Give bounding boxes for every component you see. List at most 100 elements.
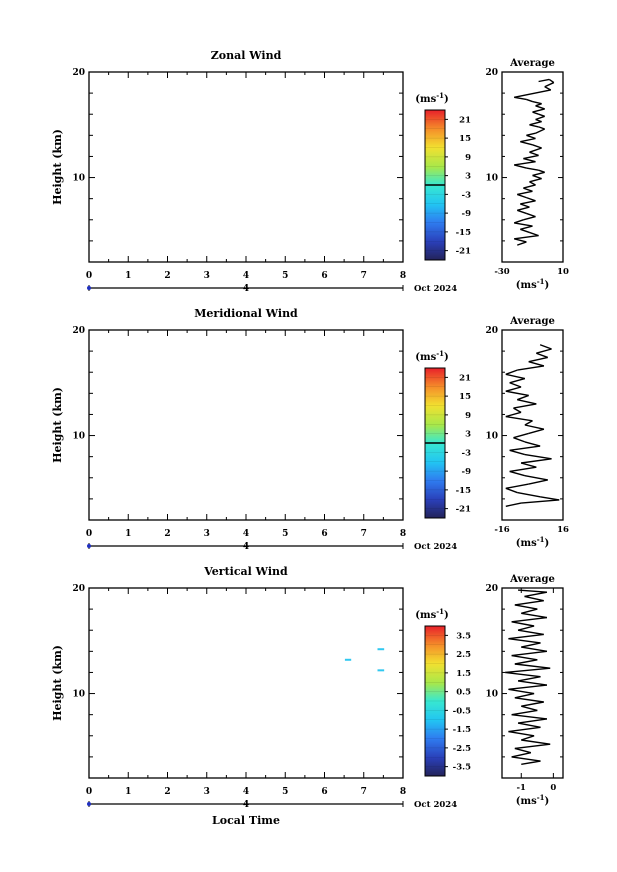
colorbar-tick-label: -2.5 bbox=[453, 744, 471, 754]
profile-segment bbox=[508, 684, 548, 691]
colorbar-tick-label: 3 bbox=[465, 172, 471, 182]
x-tick-label: 6 bbox=[321, 529, 327, 539]
profile-segment bbox=[528, 356, 548, 363]
profile-segment bbox=[511, 621, 535, 627]
average-x-tick-label: 10 bbox=[557, 267, 569, 277]
profile-segment bbox=[508, 726, 541, 733]
profile-segment bbox=[544, 81, 555, 88]
profile-segment bbox=[535, 105, 545, 110]
average-x-tick-label: -1 bbox=[517, 783, 527, 793]
x-tick-label: 2 bbox=[164, 271, 170, 281]
panel-3: Vertical Wind 0 1 2 3 4 5 6 7 8 10 20 Height (km) 4 Oc… bbox=[51, 565, 564, 827]
profile-segment bbox=[526, 132, 536, 137]
average-x-tick-label: -30 bbox=[494, 267, 509, 277]
profile-segment bbox=[505, 386, 522, 392]
average-x-label-exp: -1 bbox=[537, 535, 545, 544]
profile-segment bbox=[505, 483, 529, 490]
profile-segment bbox=[505, 415, 533, 422]
x-tick-label: 5 bbox=[282, 529, 288, 539]
profile-segment bbox=[508, 637, 541, 644]
colorbar-tick-label: 3.5 bbox=[456, 631, 471, 641]
profile-segment bbox=[532, 111, 539, 115]
profile-segment bbox=[505, 487, 518, 494]
profile-segment bbox=[505, 369, 518, 375]
x-tick-label: 0 bbox=[86, 529, 92, 539]
date-marker bbox=[87, 544, 91, 548]
profile-segment bbox=[508, 688, 535, 695]
profile-segment bbox=[520, 225, 533, 230]
average-y-tick-label: 20 bbox=[485, 584, 498, 594]
profile-segment bbox=[529, 231, 539, 237]
profile-segment bbox=[523, 184, 536, 189]
profile-segment bbox=[538, 126, 545, 130]
colorbar-unit-base: (ms bbox=[415, 94, 436, 105]
panel-2: Meridional Wind 0 1 2 3 4 5 6 7 8 10 20 Height (km) 4… bbox=[51, 307, 569, 552]
profile-segment bbox=[514, 222, 533, 227]
x-tick-label: 5 bbox=[282, 787, 288, 797]
profile-segment bbox=[508, 633, 544, 640]
y-tick-label: 10 bbox=[72, 432, 85, 442]
profile-segment bbox=[517, 680, 548, 686]
profile-segment bbox=[505, 373, 526, 380]
y-tick-label: 20 bbox=[72, 68, 85, 78]
x-tick-label: 2 bbox=[164, 787, 170, 797]
profile-segment bbox=[505, 390, 529, 397]
profile-segment bbox=[511, 751, 532, 758]
colorbar-tick-label: -1.5 bbox=[453, 725, 471, 735]
profile-segment bbox=[514, 604, 538, 610]
profile-segment bbox=[514, 599, 544, 606]
profile-segment bbox=[520, 137, 536, 143]
x-tick-label: 0 bbox=[86, 271, 92, 281]
y-tick-label: 20 bbox=[72, 326, 85, 336]
profile-segment bbox=[517, 190, 533, 196]
profile-segment bbox=[536, 352, 548, 359]
profile-segment bbox=[521, 701, 544, 707]
average-x-tick-label: 0 bbox=[550, 783, 556, 793]
average-x-label-close: ) bbox=[545, 796, 550, 807]
x-tick-label: 1 bbox=[125, 529, 131, 539]
colorbar-tick-label: 2.5 bbox=[456, 650, 471, 660]
x-tick-label: 3 bbox=[204, 271, 210, 281]
panel-1: Zonal Wind 0 1 2 3 4 5 6 7 8 10 20 Height (km) 4 Oct 2… bbox=[51, 49, 569, 294]
profile-segment bbox=[517, 722, 541, 729]
average-x-label-base: (ms bbox=[516, 538, 537, 549]
panel-title: Vertical Wind bbox=[203, 565, 288, 578]
profile-segment bbox=[521, 499, 560, 504]
profile-segment bbox=[524, 420, 533, 426]
profile-segment bbox=[532, 171, 545, 177]
colorbar-unit-exp: -1 bbox=[436, 349, 444, 358]
profile-segment bbox=[517, 394, 529, 401]
colorbar-tick-label: 15 bbox=[459, 134, 471, 144]
profile-segment bbox=[526, 98, 533, 103]
profile-segment bbox=[511, 654, 538, 661]
profile-segment bbox=[513, 403, 537, 409]
profile-segment bbox=[526, 134, 536, 140]
profile-segment bbox=[532, 100, 542, 105]
profile-segment bbox=[508, 730, 535, 737]
panel-title: Zonal Wind bbox=[211, 49, 282, 62]
profile-segment bbox=[517, 398, 537, 405]
profile-segment bbox=[517, 206, 530, 211]
profile-segment bbox=[521, 642, 541, 648]
profile-segment bbox=[529, 147, 542, 153]
profile-segment bbox=[517, 241, 527, 246]
x-tick-label: 7 bbox=[361, 529, 367, 539]
profile-segment bbox=[532, 174, 542, 180]
profile-segment bbox=[524, 424, 545, 430]
profile-segment bbox=[548, 78, 555, 84]
profile-segment bbox=[524, 595, 544, 602]
average-x-label: (ms-1) bbox=[516, 277, 549, 291]
profile-segment bbox=[524, 591, 548, 598]
x-tick-label: 8 bbox=[400, 271, 406, 281]
profile-segment bbox=[535, 115, 545, 121]
profile-segment bbox=[528, 428, 545, 435]
y-tick-label: 20 bbox=[72, 584, 85, 594]
colorbar-unit-base: (ms bbox=[415, 610, 436, 621]
profile-segment bbox=[521, 646, 548, 653]
profile-segment bbox=[521, 608, 538, 615]
average-x-label-exp: -1 bbox=[537, 793, 545, 802]
profile-segment bbox=[514, 89, 551, 99]
profile-segment bbox=[509, 377, 526, 384]
profile-segment bbox=[523, 215, 536, 221]
average-frame bbox=[501, 329, 564, 521]
